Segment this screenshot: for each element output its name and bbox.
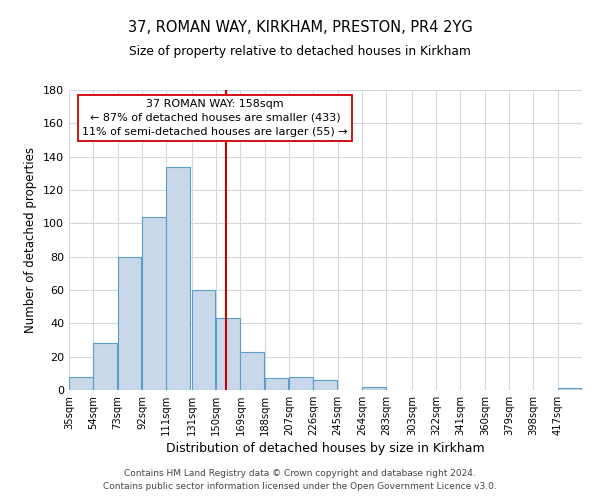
Text: Contains public sector information licensed under the Open Government Licence v3: Contains public sector information licen…	[103, 482, 497, 491]
Text: Size of property relative to detached houses in Kirkham: Size of property relative to detached ho…	[129, 45, 471, 58]
Bar	[192, 290, 215, 390]
Text: 37, ROMAN WAY, KIRKHAM, PRESTON, PR4 2YG: 37, ROMAN WAY, KIRKHAM, PRESTON, PR4 2YG	[128, 20, 472, 35]
Bar	[241, 352, 264, 390]
Bar	[69, 376, 92, 390]
Bar	[557, 388, 581, 390]
Bar	[313, 380, 337, 390]
Y-axis label: Number of detached properties: Number of detached properties	[25, 147, 37, 333]
Text: 37 ROMAN WAY: 158sqm
← 87% of detached houses are smaller (433)
11% of semi-deta: 37 ROMAN WAY: 158sqm ← 87% of detached h…	[82, 99, 348, 137]
Bar	[166, 166, 190, 390]
Bar	[94, 344, 117, 390]
Bar	[362, 386, 386, 390]
X-axis label: Distribution of detached houses by size in Kirkham: Distribution of detached houses by size …	[166, 442, 485, 455]
Bar	[142, 216, 166, 390]
Bar	[289, 376, 313, 390]
Text: Contains HM Land Registry data © Crown copyright and database right 2024.: Contains HM Land Registry data © Crown c…	[124, 468, 476, 477]
Bar	[216, 318, 240, 390]
Bar	[118, 256, 141, 390]
Bar	[265, 378, 289, 390]
